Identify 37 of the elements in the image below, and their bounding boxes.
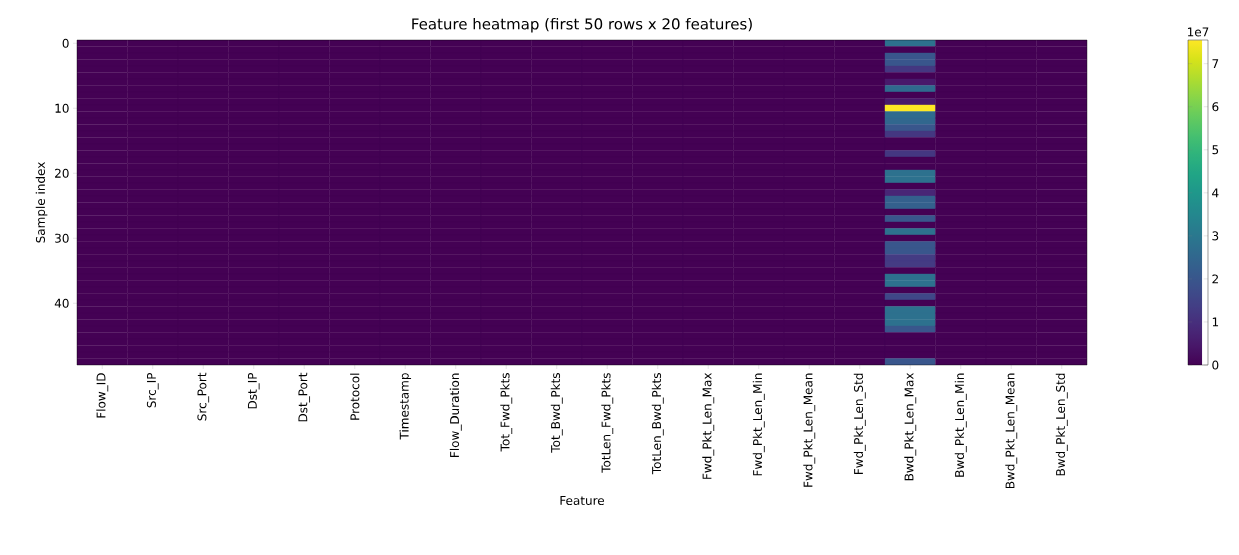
chart-title: Feature heatmap (first 50 rows x 20 features) [412, 17, 752, 33]
x-tick-label: Dst_IP [247, 372, 260, 409]
color-bar-label: 4 [1212, 188, 1219, 198]
x-tick-label: Dst_Port [298, 372, 311, 422]
x-tick-label: Flow_Duration [449, 373, 462, 457]
x-tick-label: Tot_Bwd_Pkts [550, 373, 563, 453]
y-tick-label: 30 [55, 233, 69, 243]
color-bar-label: 7 [1212, 59, 1219, 69]
y-tick-label: 10 [55, 103, 69, 113]
y-tick-label: 20 [55, 168, 69, 178]
x-tick-label: Fwd_Pkt_Len_Mean [803, 373, 816, 487]
x-tick-label: Bwd_Pkt_Len_Max [904, 372, 917, 481]
color-bar-label: 5 [1212, 145, 1219, 155]
x-tick-label: Protocol [350, 373, 360, 420]
x-tick-label: Bwd_Pkt_Len_Mean [1005, 373, 1018, 489]
x-tick-label: Flow_ID [96, 373, 109, 418]
x-tick-label: Fwd_Pkt_Len_Max [702, 372, 715, 479]
x-tick-label: Bwd_Pkt_Len_Std [1055, 373, 1068, 476]
color-bar-label: 3 [1212, 231, 1219, 241]
color-bar-label: 0 [1212, 360, 1219, 370]
y-tick-label: 40 [54, 298, 69, 308]
y-tick-label: 0 [62, 38, 69, 48]
color-bar-label: 1 [1212, 317, 1219, 327]
x-tick-label: Bwd_Pkt_Len_Min [954, 373, 967, 477]
y-axis-title: Sample index [35, 162, 48, 243]
x-tick-label: Fwd_Pkt_Len_Min [752, 373, 765, 476]
x-tick-label: Src_Port [197, 372, 210, 421]
x-tick-label: Src_IP [146, 372, 159, 408]
color-bar-label: 6 [1212, 102, 1219, 112]
x-tick-label: TotLen_Bwd_Pkts [651, 373, 664, 475]
color-bar-title: 1e7 [1187, 27, 1209, 37]
x-tick-label: TotLen_Fwd_Pkts [601, 373, 614, 473]
x-tick-label: Tot_Fwd_Pkts [500, 373, 513, 452]
x-tick-label: Timestamp [399, 373, 412, 440]
x-axis-title: Feature [560, 496, 605, 506]
x-tick-label: Fwd_Pkt_Len_Std [853, 373, 866, 474]
color-bar-label: 2 [1212, 274, 1218, 284]
